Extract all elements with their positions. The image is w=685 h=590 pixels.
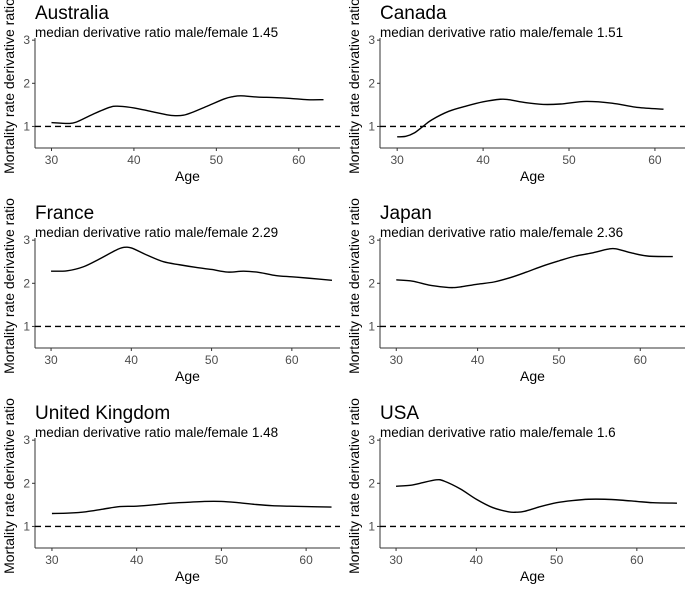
y-axis-label: Mortality rate derivative ratio [346,0,362,174]
x-axis-label: Age [175,168,200,184]
y-tick-label: 2 [368,276,375,290]
panel-title: USA [380,403,419,424]
x-axis-label: Age [520,368,545,384]
x-tick-label: 60 [648,153,662,167]
x-tick-label: 60 [292,153,306,167]
x-tick-label: 30 [44,353,58,367]
x-tick-label: 30 [389,553,403,567]
panel-subtitle: median derivative ratio male/female 2.36 [380,225,623,240]
x-tick-label: 30 [391,153,405,167]
panel-title: Japan [380,203,432,224]
x-tick-label: 30 [45,153,59,167]
panel-subtitle: median derivative ratio male/female 1.51 [380,25,623,40]
y-axis-label: Mortality rate derivative ratio [1,398,17,574]
x-tick-label: 50 [205,353,219,367]
panel-title: Canada [380,3,447,24]
y-axis-label: Mortality rate derivative ratio [1,0,17,174]
x-tick-label: 40 [127,153,141,167]
y-tick-label: 1 [23,519,30,533]
x-tick-label: 30 [45,553,59,567]
x-tick-label: 60 [285,353,299,367]
y-tick-label: 2 [368,76,375,90]
x-axis-label: Age [175,368,200,384]
x-tick-label: 60 [630,553,644,567]
y-axis-label: Mortality rate derivative ratio [346,198,362,374]
y-tick-label: 3 [368,233,375,247]
panel-subtitle: median derivative ratio male/female 2.29 [35,225,278,240]
series-line [396,247,673,289]
panel-title: United Kingdom [35,403,170,424]
panel-subtitle: median derivative ratio male/female 1.48 [35,425,278,440]
x-tick-label: 40 [471,353,485,367]
y-tick-label: 1 [368,519,375,533]
x-tick-label: 60 [634,353,648,367]
x-axis-label: Age [520,568,545,584]
series-line [51,95,324,125]
y-tick-label: 2 [23,476,30,490]
y-tick-label: 3 [23,233,30,247]
x-tick-label: 40 [125,353,139,367]
y-tick-label: 1 [23,119,30,133]
x-axis-label: Age [175,568,200,584]
series-line [395,478,677,514]
panel-title: Australia [35,3,109,24]
x-tick-label: 50 [215,553,229,567]
y-tick-label: 2 [368,476,375,490]
x-tick-label: 60 [299,553,313,567]
x-axis-label: Age [520,168,545,184]
y-tick-label: 1 [368,319,375,333]
y-tick-label: 1 [368,119,375,133]
y-tick-label: 2 [23,76,30,90]
x-tick-label: 30 [390,353,404,367]
x-tick-label: 40 [130,553,144,567]
y-tick-label: 3 [23,33,30,47]
x-tick-label: 50 [210,153,224,167]
panel-title: France [35,203,94,224]
y-axis-label: Mortality rate derivative ratio [346,398,362,574]
y-tick-label: 3 [23,433,30,447]
x-tick-label: 50 [550,553,564,567]
x-tick-label: 50 [552,353,566,367]
series-line [397,98,664,138]
x-tick-label: 40 [476,153,490,167]
y-tick-label: 3 [368,33,375,47]
x-tick-label: 40 [470,553,484,567]
panel-subtitle: median derivative ratio male/female 1.45 [35,25,278,40]
y-axis-label: Mortality rate derivative ratio [1,198,17,374]
x-tick-label: 50 [562,153,576,167]
series-line [51,500,332,515]
y-tick-label: 1 [23,319,30,333]
panel-subtitle: median derivative ratio male/female 1.6 [380,425,616,440]
y-tick-label: 2 [23,276,30,290]
series-line [51,246,333,281]
y-tick-label: 3 [368,433,375,447]
